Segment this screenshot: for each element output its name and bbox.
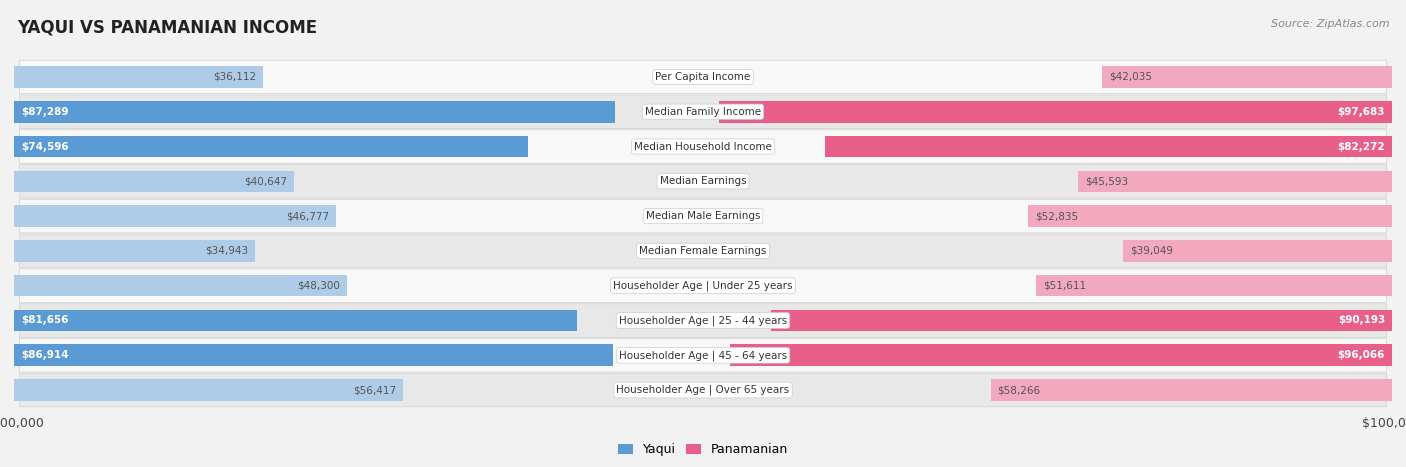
Text: $97,683: $97,683	[1337, 107, 1385, 117]
FancyBboxPatch shape	[20, 199, 1386, 233]
Text: Source: ZipAtlas.com: Source: ZipAtlas.com	[1271, 19, 1389, 28]
Bar	[1028, 205, 1392, 227]
Text: $39,049: $39,049	[1130, 246, 1173, 256]
FancyBboxPatch shape	[20, 234, 1386, 268]
Text: Per Capita Income: Per Capita Income	[655, 72, 751, 82]
Text: Median Earnings: Median Earnings	[659, 177, 747, 186]
Text: $56,417: $56,417	[353, 385, 396, 395]
Bar	[825, 136, 1392, 157]
Bar	[14, 310, 576, 331]
Text: $74,596: $74,596	[21, 142, 69, 151]
FancyBboxPatch shape	[20, 164, 1386, 198]
FancyBboxPatch shape	[20, 304, 1386, 337]
Text: Median Female Earnings: Median Female Earnings	[640, 246, 766, 256]
Bar	[730, 345, 1392, 366]
Text: Median Family Income: Median Family Income	[645, 107, 761, 117]
Bar	[14, 101, 616, 122]
FancyBboxPatch shape	[20, 130, 1386, 163]
Text: Householder Age | Over 65 years: Householder Age | Over 65 years	[616, 385, 790, 396]
Text: $86,914: $86,914	[21, 350, 69, 360]
FancyBboxPatch shape	[20, 95, 1386, 128]
Bar	[14, 170, 294, 192]
Bar	[14, 240, 254, 262]
Text: $58,266: $58,266	[997, 385, 1040, 395]
Bar	[1078, 170, 1392, 192]
Bar	[770, 310, 1392, 331]
FancyBboxPatch shape	[20, 339, 1386, 372]
Text: $82,272: $82,272	[1337, 142, 1385, 151]
Text: Householder Age | 25 - 44 years: Householder Age | 25 - 44 years	[619, 315, 787, 326]
Text: $46,777: $46,777	[287, 211, 329, 221]
FancyBboxPatch shape	[20, 60, 1386, 93]
Legend: Yaqui, Panamanian: Yaqui, Panamanian	[613, 439, 793, 461]
FancyBboxPatch shape	[20, 374, 1386, 407]
Bar	[14, 66, 263, 88]
Text: $96,066: $96,066	[1337, 350, 1385, 360]
Text: $34,943: $34,943	[205, 246, 247, 256]
Text: $45,593: $45,593	[1084, 177, 1128, 186]
Bar	[14, 345, 613, 366]
Text: Median Household Income: Median Household Income	[634, 142, 772, 151]
FancyBboxPatch shape	[20, 269, 1386, 303]
Text: YAQUI VS PANAMANIAN INCOME: YAQUI VS PANAMANIAN INCOME	[17, 19, 316, 37]
Text: $52,835: $52,835	[1035, 211, 1078, 221]
Bar	[990, 379, 1392, 401]
Bar	[1036, 275, 1392, 297]
Text: $87,289: $87,289	[21, 107, 69, 117]
Text: $40,647: $40,647	[245, 177, 287, 186]
Text: $81,656: $81,656	[21, 316, 69, 325]
Bar	[14, 136, 529, 157]
Text: $36,112: $36,112	[212, 72, 256, 82]
Bar	[1102, 66, 1392, 88]
Text: Householder Age | Under 25 years: Householder Age | Under 25 years	[613, 281, 793, 291]
Bar	[718, 101, 1392, 122]
Text: $48,300: $48,300	[297, 281, 340, 290]
Bar	[1123, 240, 1392, 262]
Text: Householder Age | 45 - 64 years: Householder Age | 45 - 64 years	[619, 350, 787, 361]
Bar	[14, 275, 347, 297]
Text: $90,193: $90,193	[1337, 316, 1385, 325]
Bar	[14, 379, 402, 401]
Text: $42,035: $42,035	[1109, 72, 1153, 82]
Text: Median Male Earnings: Median Male Earnings	[645, 211, 761, 221]
Bar	[14, 205, 336, 227]
Text: $51,611: $51,611	[1043, 281, 1087, 290]
